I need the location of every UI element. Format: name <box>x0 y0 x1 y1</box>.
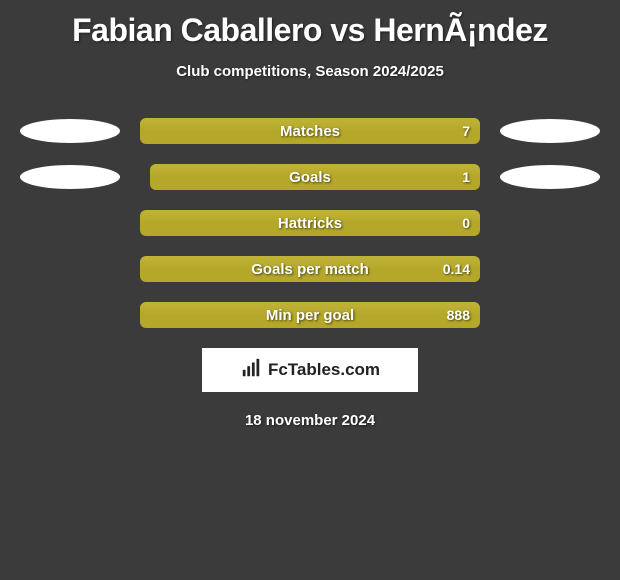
stat-bar-fill <box>140 302 480 328</box>
player-right-oval <box>500 119 600 143</box>
stat-bar-fill <box>150 164 480 190</box>
stat-bar-fill <box>140 118 480 144</box>
stat-bar-fill <box>140 256 480 282</box>
stat-bar: Goals1 <box>140 164 480 190</box>
page-title: Fabian Caballero vs HernÃ¡ndez <box>0 0 620 49</box>
stat-row: Hattricks0 <box>0 210 620 236</box>
stat-row: Goals per match0.14 <box>0 256 620 282</box>
stat-row: Goals1 <box>0 164 620 190</box>
stat-row: Matches7 <box>0 118 620 144</box>
stat-bar: Hattricks0 <box>140 210 480 236</box>
player-right-oval <box>500 165 600 189</box>
player-left-oval <box>20 165 120 189</box>
chart-icon <box>240 357 262 384</box>
page-subtitle: Club competitions, Season 2024/2025 <box>0 63 620 80</box>
stat-bar: Goals per match0.14 <box>140 256 480 282</box>
stat-bar-fill <box>140 210 480 236</box>
player-left-oval <box>20 119 120 143</box>
logo-box: FcTables.com <box>202 348 418 392</box>
stat-row: Min per goal888 <box>0 302 620 328</box>
stat-bar: Min per goal888 <box>140 302 480 328</box>
logo-text: FcTables.com <box>268 360 380 380</box>
stat-rows: Matches7 Goals1 Hattricks0 Goals per match0… <box>0 118 620 328</box>
date-line: 18 november 2024 <box>0 412 620 429</box>
stat-bar: Matches7 <box>140 118 480 144</box>
